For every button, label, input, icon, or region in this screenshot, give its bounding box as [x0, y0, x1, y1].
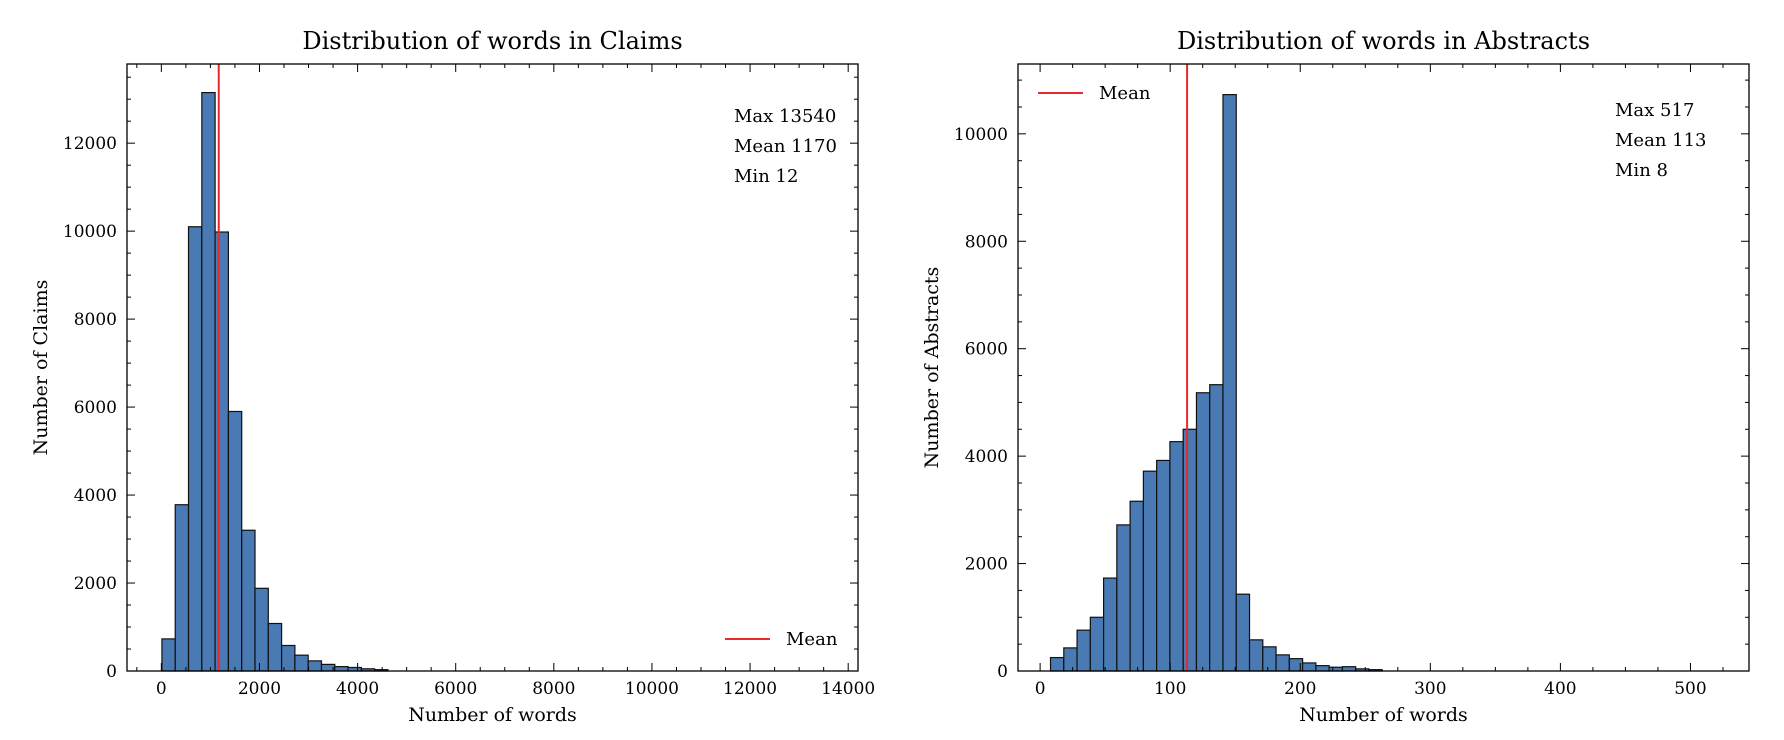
histogram-bar — [161, 638, 176, 672]
histogram-bar — [1076, 629, 1091, 672]
x-tick-label: 0 — [156, 679, 167, 699]
stat-mean: Mean 1170 — [734, 136, 837, 157]
y-tick-label: 8000 — [74, 310, 117, 330]
chart-2: 0 100 200 300 400 500 0 2000 4000 6000 8000 10000 Di… — [921, 27, 1750, 726]
histogram-bar — [267, 622, 283, 672]
y-tick-label: 4000 — [74, 486, 117, 506]
y-tick-label: 6000 — [965, 340, 1008, 360]
x-tick-label: 500 — [1674, 679, 1706, 699]
x-tick-label: 0 — [1035, 679, 1046, 699]
y-tick-label: 10000 — [63, 222, 117, 242]
y-tick-label: 6000 — [74, 398, 117, 418]
histogram-bar — [1248, 639, 1264, 672]
histogram-bar — [201, 91, 216, 672]
x-tick-label: 400 — [1544, 679, 1576, 699]
histogram-bar — [1063, 647, 1078, 672]
histogram-bar — [1235, 593, 1251, 672]
histogram-bar — [1222, 94, 1237, 672]
x-tick-label: 8000 — [532, 679, 575, 699]
stat-mean: Mean 113 — [1615, 130, 1707, 151]
legend-mean-label: Mean — [1099, 83, 1151, 104]
y-tick-label: 4000 — [965, 447, 1008, 467]
stat-min: Min 12 — [734, 166, 798, 187]
histogram-bar — [1301, 662, 1317, 672]
y-tick-label: 10000 — [954, 125, 1008, 145]
histogram-bar — [1195, 392, 1211, 672]
histogram-bar — [241, 529, 256, 672]
x-tick-label: 2000 — [238, 679, 281, 699]
y-axis-label: Number of Abstracts — [921, 267, 943, 469]
chart-title: Distribution of words in Claims — [302, 27, 682, 55]
y-tick-label: 12000 — [63, 134, 117, 154]
histogram-bar — [1182, 428, 1198, 672]
y-tick-label: 0 — [997, 662, 1008, 682]
chart-title: Distribution of words in Abstracts — [1177, 27, 1590, 55]
x-tick-label: 10000 — [625, 679, 679, 699]
histogram-bar — [1089, 616, 1105, 672]
histogram-bar — [1169, 441, 1184, 672]
histogram-bar — [1315, 665, 1330, 672]
histogram-bar — [1142, 470, 1158, 672]
histogram-bar — [1049, 656, 1065, 672]
histogram-bar — [187, 226, 203, 672]
legend-mean-label: Mean — [786, 629, 838, 650]
histogram-bar — [1156, 459, 1171, 672]
x-tick-label: 14000 — [821, 679, 875, 699]
x-tick-label: 100 — [1154, 679, 1186, 699]
histogram-bar — [1209, 384, 1224, 672]
histogram-bar — [334, 665, 349, 672]
histogram-bar — [1262, 646, 1277, 672]
chart-1: 0 2000 4000 6000 8000 10000 12000 14000 0 2000 400… — [30, 27, 875, 726]
histogram-bar — [294, 654, 309, 672]
x-axis-label: Number of words — [1299, 704, 1468, 726]
histogram-bar — [174, 504, 190, 672]
histogram-bar — [214, 231, 230, 672]
x-tick-label: 6000 — [434, 679, 477, 699]
histogram-bar — [1102, 577, 1118, 672]
axes-frame — [126, 63, 859, 672]
x-tick-label: 12000 — [723, 679, 777, 699]
histogram-bar — [1275, 654, 1290, 672]
histogram-bar — [1129, 500, 1144, 672]
x-axis-label: Number of words — [408, 704, 577, 726]
y-tick-label: 8000 — [965, 232, 1008, 252]
y-axis-label: Number of Claims — [30, 280, 52, 456]
stat-max: Max 13540 — [734, 106, 836, 127]
histogram-bar — [254, 587, 269, 672]
x-tick-label: 300 — [1414, 679, 1446, 699]
x-tick-label: 200 — [1284, 679, 1316, 699]
histogram-bar — [227, 410, 243, 672]
axes-frame — [1017, 63, 1750, 672]
y-tick-label: 0 — [106, 662, 117, 682]
histogram-bar — [307, 660, 323, 672]
x-tick-label: 4000 — [336, 679, 379, 699]
y-tick-label: 2000 — [965, 555, 1008, 575]
stat-min: Min 8 — [1615, 160, 1668, 181]
y-tick-label: 2000 — [74, 574, 117, 594]
histogram-bar — [1116, 524, 1131, 672]
stat-max: Max 517 — [1615, 100, 1694, 121]
